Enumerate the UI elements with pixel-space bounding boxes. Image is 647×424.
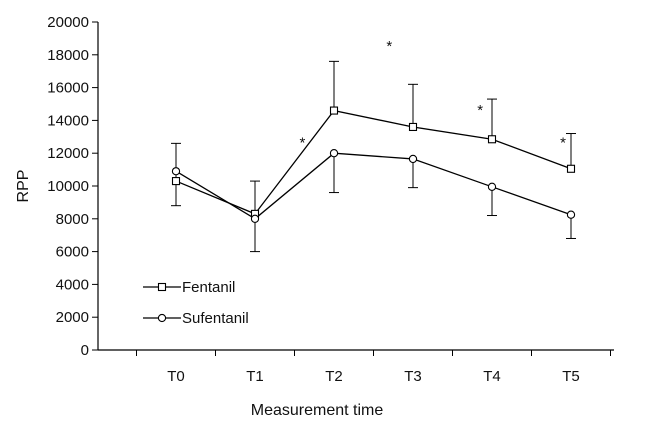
data-point-fentanil bbox=[566, 164, 576, 173]
legend-marker-sufentanil bbox=[157, 313, 167, 323]
significance-asterisk: * bbox=[560, 135, 566, 152]
y-tick-label: 18000 bbox=[47, 47, 89, 64]
x-tick-label: T2 bbox=[325, 368, 343, 385]
legend-label-fentanil: Fentanil bbox=[182, 279, 235, 296]
y-tick-label: 16000 bbox=[47, 80, 89, 97]
data-point-sufentanil bbox=[250, 214, 260, 223]
data-point-sufentanil bbox=[487, 182, 497, 191]
data-point-sufentanil bbox=[171, 167, 181, 176]
legend-label-sufentanil: Sufentanil bbox=[182, 310, 249, 327]
series-lines bbox=[175, 109, 572, 220]
y-tick-label: 12000 bbox=[47, 145, 89, 162]
significance-asterisk: * bbox=[299, 135, 305, 152]
data-point-fentanil bbox=[329, 106, 339, 115]
significance-asterisk: * bbox=[386, 38, 392, 55]
error-bars bbox=[171, 60, 576, 253]
x-tick-label: T0 bbox=[167, 368, 185, 385]
series-markers bbox=[171, 106, 576, 223]
y-tick-label: 6000 bbox=[56, 244, 89, 261]
data-point-sufentanil bbox=[566, 210, 576, 219]
x-axis-ticks: T0 T1 T2 T3 T4 T5 bbox=[136, 350, 611, 385]
data-point-sufentanil bbox=[329, 149, 339, 158]
x-axis-title: Measurement time bbox=[251, 402, 384, 419]
x-tick-label: T5 bbox=[562, 368, 580, 385]
x-tick-label: T4 bbox=[483, 368, 501, 385]
y-tick-label: 2000 bbox=[56, 309, 89, 326]
y-tick-label: 0 bbox=[81, 342, 89, 359]
data-point-fentanil bbox=[408, 122, 418, 132]
legend: Fentanil Sufentanil bbox=[143, 279, 249, 327]
y-tick-label: 10000 bbox=[47, 178, 89, 195]
series-line-fentanil bbox=[175, 109, 572, 215]
x-tick-label: T3 bbox=[404, 368, 422, 385]
y-axis-ticks: 0 2000 4000 6000 8000 10000 12000 14000 16000 180… bbox=[47, 14, 98, 359]
y-tick-label: 4000 bbox=[56, 276, 89, 293]
data-point-fentanil bbox=[171, 177, 181, 186]
data-point-sufentanil bbox=[408, 154, 418, 164]
significance-markers: * * * * bbox=[299, 38, 566, 152]
y-tick-label: 20000 bbox=[47, 14, 89, 31]
significance-asterisk: * bbox=[477, 102, 483, 119]
y-tick-label: 8000 bbox=[56, 211, 89, 228]
y-tick-label: 14000 bbox=[47, 112, 89, 129]
data-point-fentanil bbox=[487, 135, 497, 144]
axes bbox=[97, 22, 614, 351]
legend-marker-fentanil bbox=[157, 282, 167, 292]
x-tick-label: T1 bbox=[246, 368, 264, 385]
series-line-sufentanil bbox=[175, 152, 572, 220]
y-axis-title: RPP bbox=[15, 170, 32, 203]
